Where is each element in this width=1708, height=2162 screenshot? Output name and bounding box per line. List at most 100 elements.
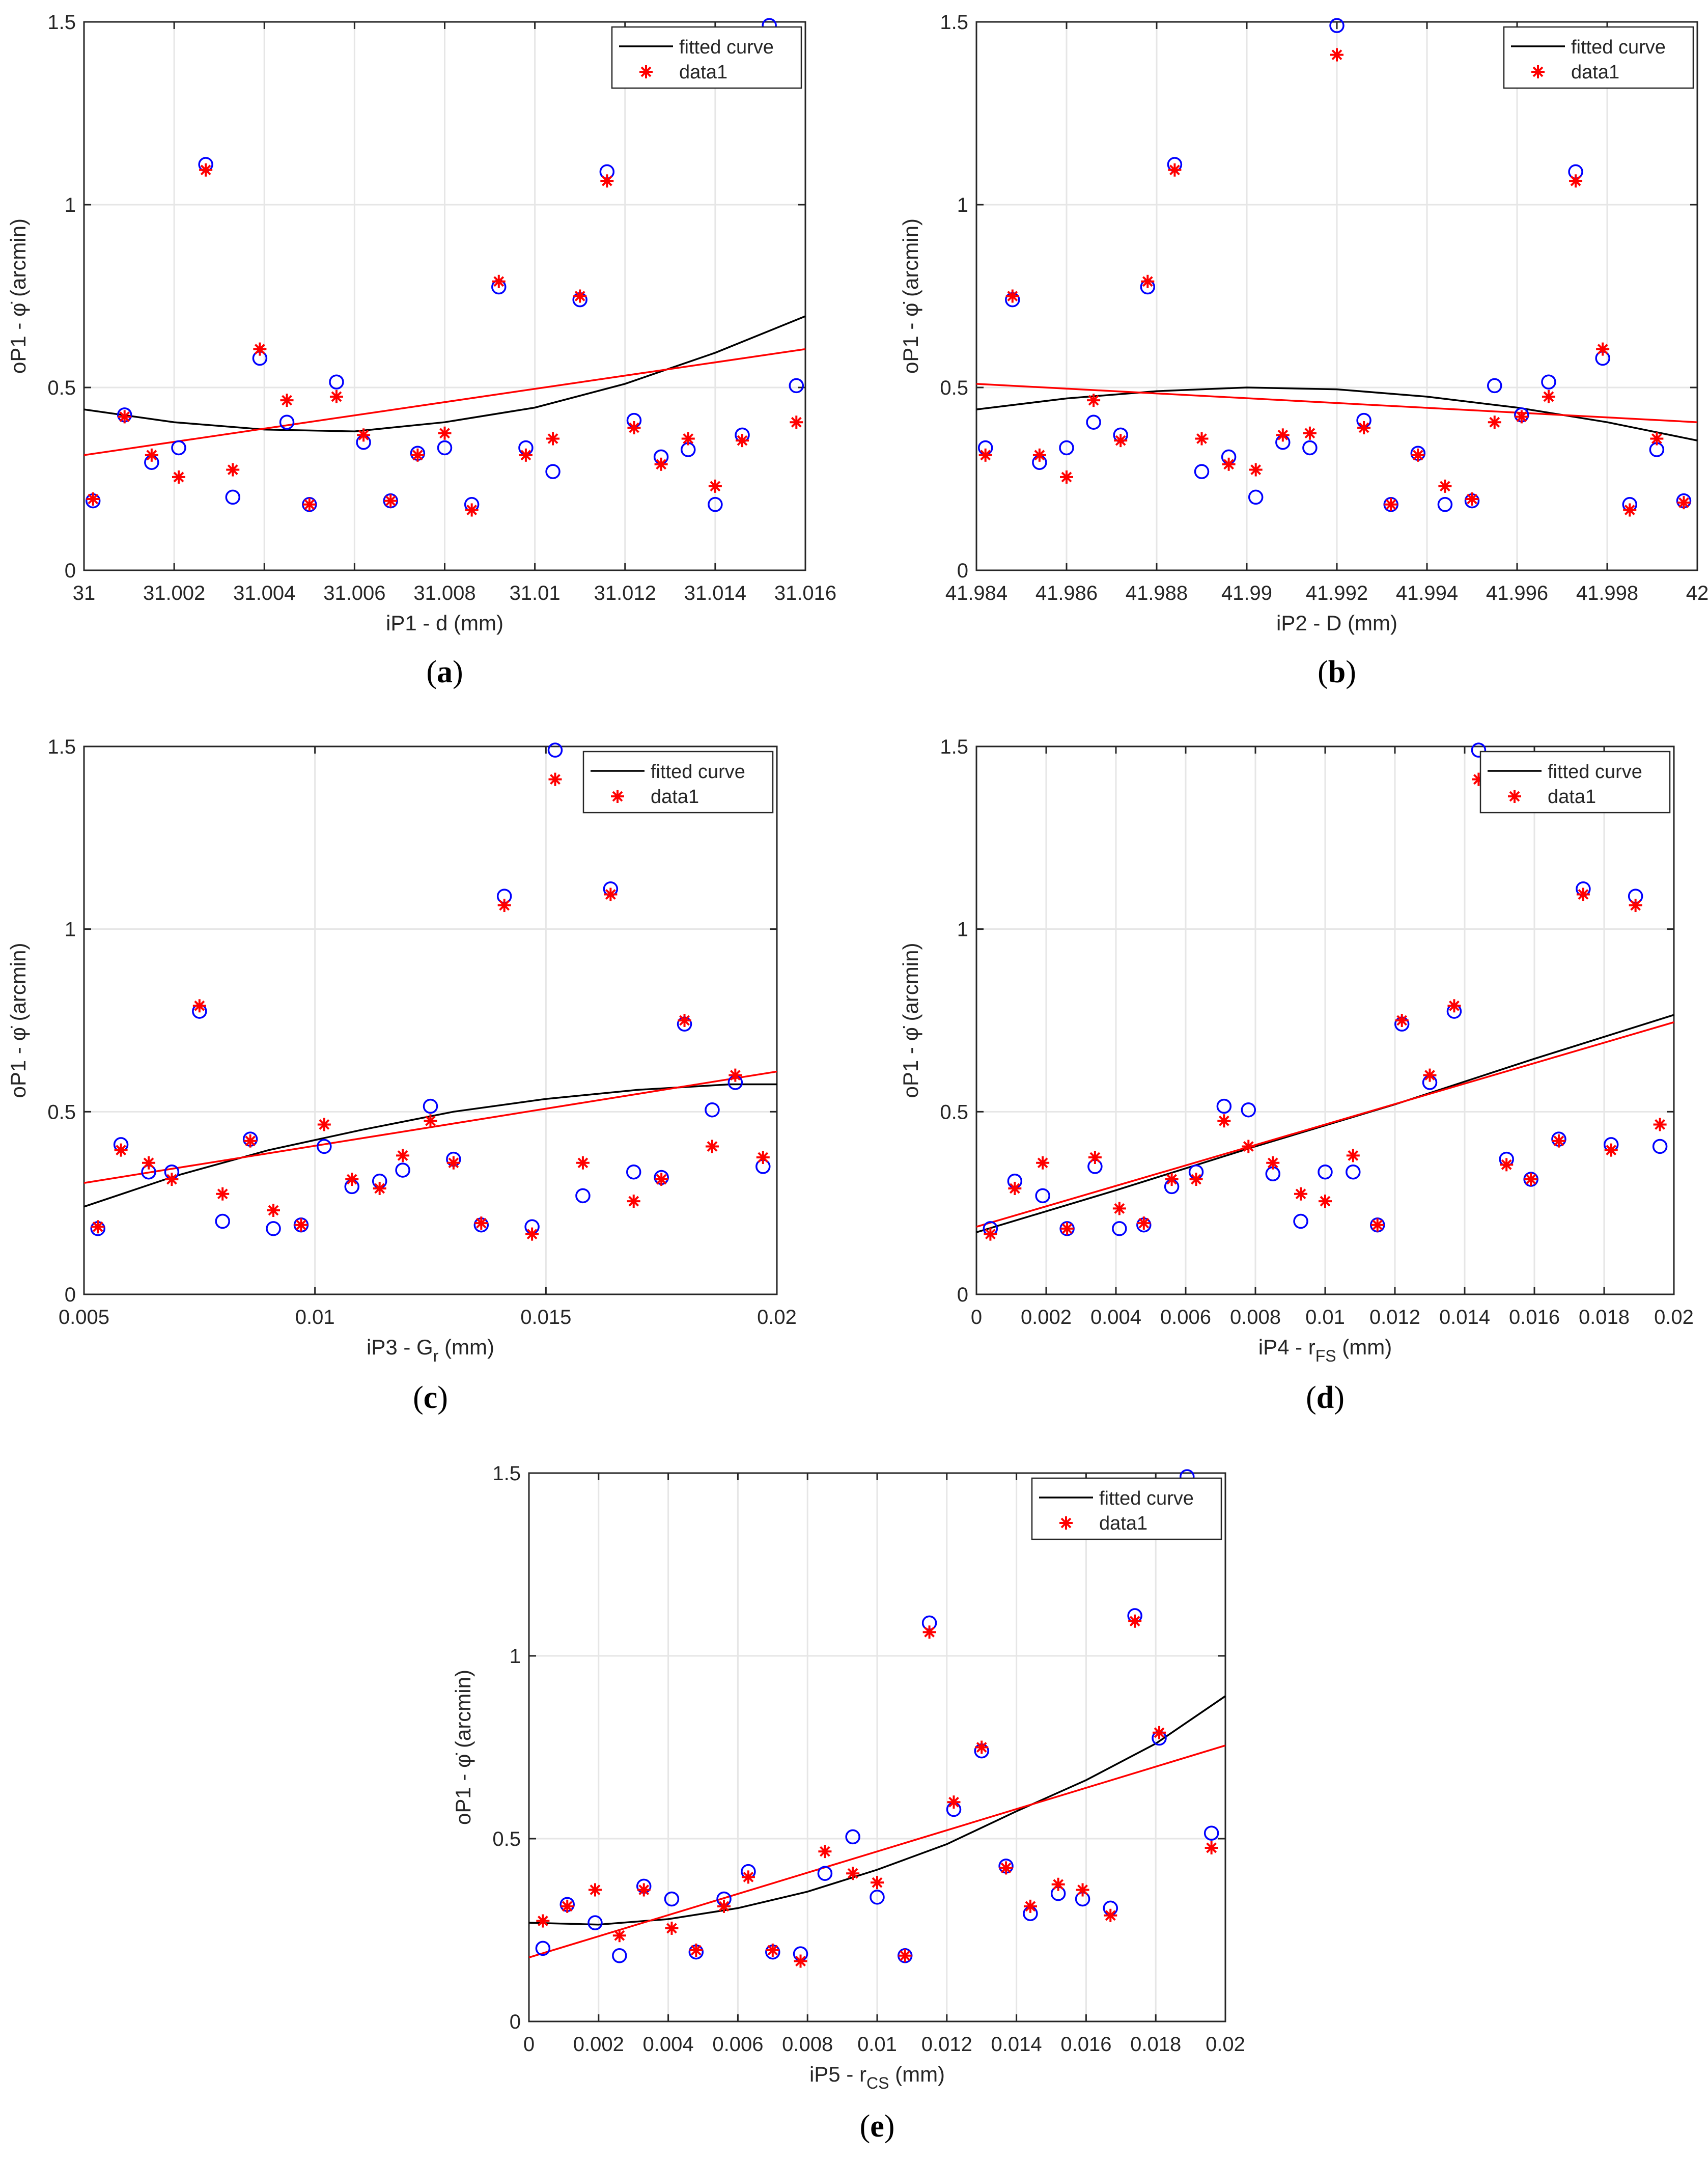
data-star-point (1384, 497, 1398, 511)
data-star-point (165, 1173, 179, 1186)
data-circle-point (1293, 1213, 1308, 1229)
x-axis-label: iP4 - rFS (mm) (1258, 1335, 1392, 1365)
data-star-point (86, 492, 100, 506)
data-star-point (1112, 1202, 1126, 1215)
linear-fit-line (528, 1744, 1226, 1959)
legend-data-swatch (611, 790, 624, 803)
data-star-point (1569, 174, 1583, 188)
chart-panel-3: 0.005 0.01 0.015 0.02 0 0.5 1 1.5 iP3 - Gr (mm) o… (6, 736, 797, 1415)
data-circle-point (705, 1102, 720, 1118)
data-star-point (329, 390, 343, 403)
data-star-point (588, 1883, 602, 1897)
data-circle-point (279, 414, 295, 430)
data-star-point (1189, 1173, 1203, 1186)
y-tick-label: 0 (510, 2011, 521, 2033)
chart-panel-5: 0 0.002 0.004 0.006 0.008 0.01 0.012 0.014 0.016… (451, 1462, 1245, 2144)
panel-caption: (e) (860, 2109, 895, 2144)
data-star-point (1357, 421, 1371, 434)
x-tick-label: 0.015 (520, 1306, 571, 1328)
data-circle-point (225, 489, 241, 505)
legend-curve-label: fitted curve (1099, 1488, 1194, 1509)
data-star-point (984, 1227, 997, 1241)
data-star-point (525, 1227, 539, 1241)
data-star-point (1629, 899, 1642, 912)
data-star-point (1104, 1908, 1117, 1922)
data-star-point (794, 1954, 807, 1968)
x-tick-label: 41.986 (1035, 582, 1098, 604)
x-tick-label: 0.01 (1305, 1306, 1345, 1328)
data-star-point (294, 1218, 308, 1232)
x-axis-label-unit: (mm) (889, 2062, 945, 2086)
data-star-point (1195, 432, 1209, 446)
x-tick-label: 0.005 (59, 1306, 109, 1328)
legend-box (1031, 1477, 1222, 1540)
data-star-point (1596, 342, 1610, 356)
data-star-point (1165, 1173, 1179, 1186)
data-star-point (1500, 1158, 1514, 1172)
data-star-point (1266, 1156, 1280, 1170)
data-star-point (192, 999, 206, 1013)
data-star-point (1153, 1726, 1166, 1739)
data-star-point (898, 1949, 912, 1962)
data-star-point (978, 448, 992, 462)
data-circle-point (1541, 374, 1556, 390)
data-star-point (345, 1173, 359, 1186)
data-star-point (1447, 999, 1461, 1013)
data-star-point (142, 1156, 156, 1170)
panel-caption: (c) (413, 1380, 448, 1415)
legend-data-label: data1 (1548, 786, 1596, 808)
legend: fitted curve data1 (1479, 751, 1671, 814)
x-tick-label: 0.016 (1060, 2033, 1111, 2056)
data-circle-point (708, 497, 723, 512)
data-star-point (654, 457, 668, 471)
data-star-point (627, 1195, 640, 1208)
data-circle-point (612, 1948, 627, 1963)
data-star-point (576, 1156, 590, 1170)
y-tick-label: 1.5 (47, 11, 76, 34)
data-circle-point (1112, 1221, 1127, 1236)
x-axis-label-subscript: r (433, 1347, 439, 1365)
panel-caption: (b) (1318, 655, 1356, 689)
data-circle-point (535, 1941, 551, 1956)
legend-data-label: data1 (1571, 62, 1619, 83)
data-circle-point (626, 1164, 641, 1180)
x-tick-label: 31.01 (510, 582, 561, 604)
x-axis-label-main: iP1 - d (mm) (386, 611, 503, 635)
data-star-point (548, 772, 562, 786)
x-tick-label: 31.012 (594, 582, 656, 604)
chart-panel-2: 41.984 41.986 41.988 41.99 41.992 41.994 41.99… (899, 11, 1708, 689)
y-tick-label: 0.5 (940, 377, 968, 399)
data-circle-point (1241, 1102, 1256, 1118)
x-axis-label: iP1 - d (mm) (386, 611, 503, 635)
data-star-point (1008, 1181, 1022, 1195)
data-star-point (627, 421, 641, 434)
data-circle-point (437, 440, 453, 456)
data-star-point (1222, 457, 1236, 471)
legend: fitted curve data1 (1503, 26, 1694, 89)
x-tick-label: 41.988 (1126, 582, 1188, 604)
x-tick-label: 0.008 (782, 2033, 833, 2056)
x-axis-label-main: iP4 - r (1258, 1335, 1315, 1359)
legend-data-label: data1 (1099, 1513, 1147, 1534)
x-tick-label: 41.99 (1221, 582, 1272, 604)
data-star-point (681, 432, 695, 446)
y-axis-label: oP1 - φ̇ (arcmin) (6, 218, 30, 374)
data-star-point (474, 1216, 488, 1230)
data-star-point (846, 1867, 860, 1880)
y-tick-label: 0.5 (47, 1101, 76, 1123)
data-circle-point (1346, 1164, 1361, 1180)
x-tick-label: 0.02 (1654, 1306, 1694, 1328)
data-circle-point (1203, 1825, 1219, 1841)
x-axis-label-main: iP5 - r (809, 2062, 866, 2086)
x-tick-label: 41.984 (945, 582, 1007, 604)
panel-caption: (a) (426, 655, 463, 689)
data-star-point (1168, 163, 1182, 177)
data-circle-point (1318, 1164, 1333, 1180)
fitted-curve-line (83, 315, 806, 432)
x-tick-label: 0.018 (1130, 2033, 1181, 2056)
data-star-point (689, 1943, 703, 1957)
x-tick-label: 0.008 (1230, 1306, 1281, 1328)
data-star-point (373, 1181, 386, 1195)
y-tick-label: 1 (65, 194, 76, 216)
data-circle-point (1471, 742, 1487, 758)
